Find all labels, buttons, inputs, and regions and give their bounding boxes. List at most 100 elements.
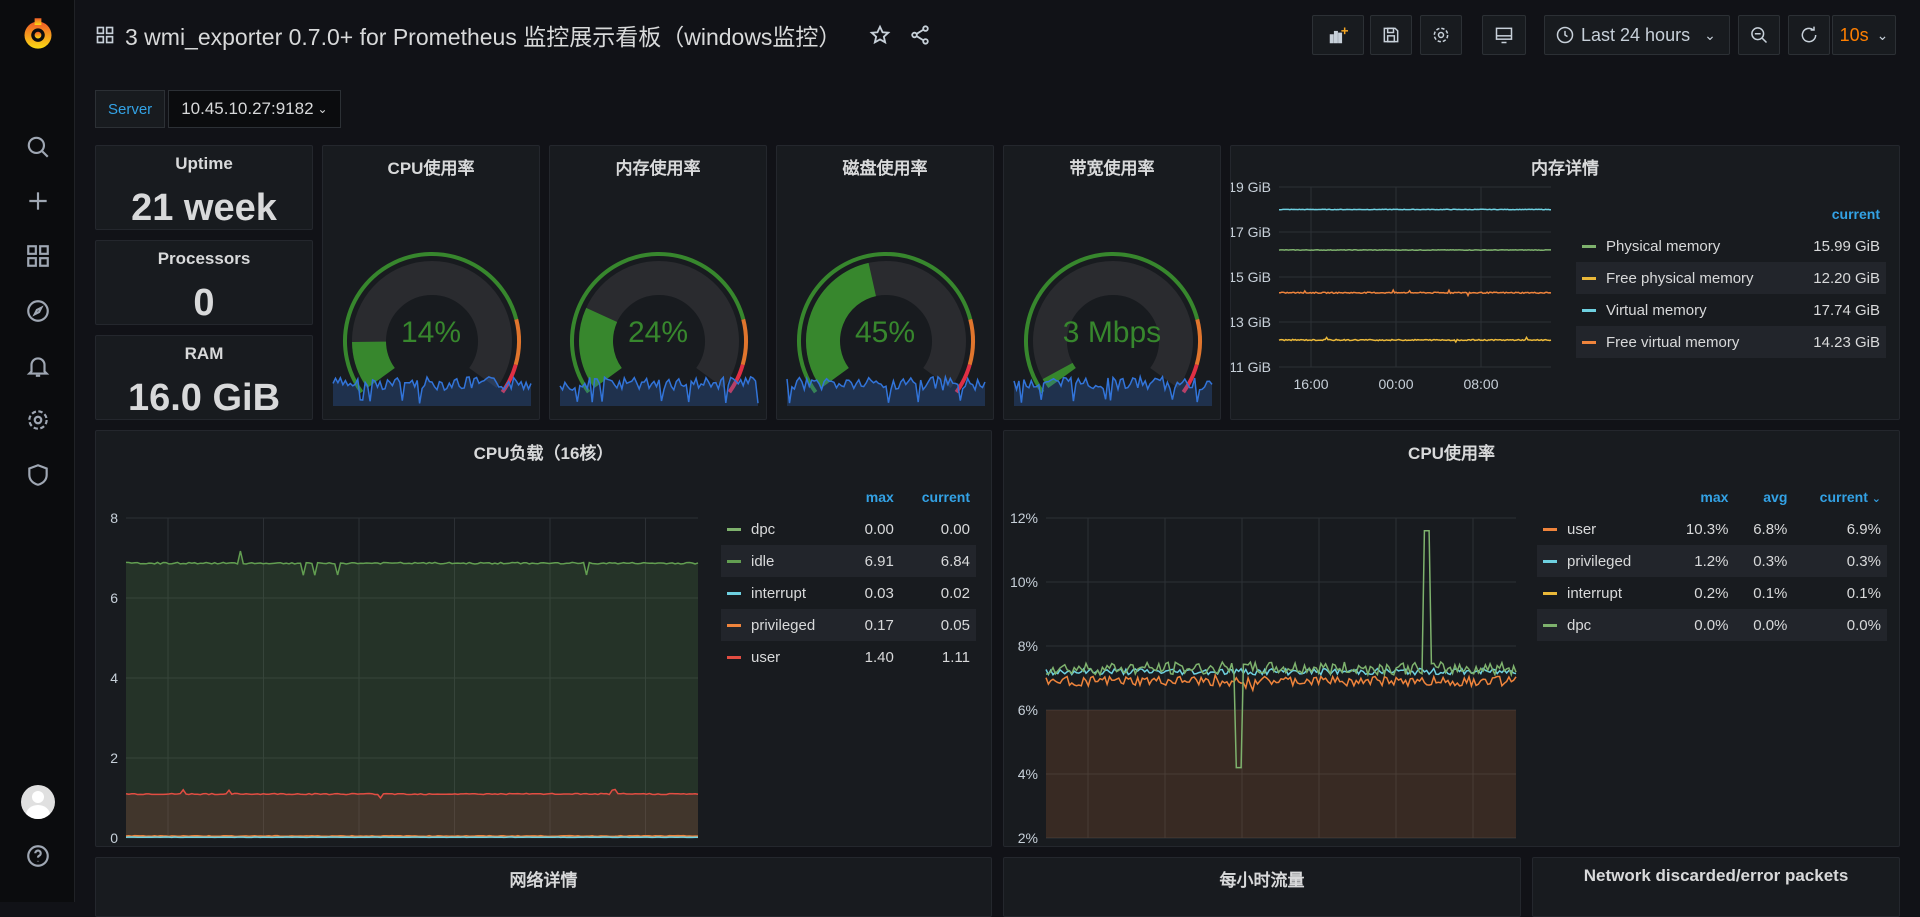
disk-usage-gauge-panel[interactable]: 磁盘使用率 45% [776, 145, 994, 420]
cpu-usage-panel[interactable]: CPU使用率 12%10%8%6%4%2%16:0020:0000:0004:0… [1003, 430, 1900, 847]
network-detail-panel[interactable]: 网络详情 [95, 857, 992, 917]
avatar[interactable] [18, 782, 58, 822]
series-swatch [1582, 341, 1596, 344]
dashboard-title[interactable]: 3 wmi_exporter 0.7.0+ for Prometheus 监控展… [125, 18, 841, 52]
y-tick-label: 6% [1018, 702, 1038, 718]
legend-col-current[interactable]: current ⌄ [1793, 481, 1887, 513]
legend-col-max[interactable]: max [1665, 481, 1735, 513]
y-tick-label: 19 GiB [1231, 179, 1271, 195]
gauge [777, 146, 994, 420]
alerting-bell-icon[interactable] [18, 346, 58, 386]
hourly-traffic-panel[interactable]: 每小时流量 [1003, 857, 1521, 917]
y-tick-label: 15 GiB [1231, 269, 1271, 285]
add-panel-button[interactable] [1312, 15, 1364, 55]
uptime-panel[interactable]: Uptime 21 week [95, 145, 313, 230]
help-icon[interactable] [18, 836, 58, 876]
gauge [550, 146, 767, 420]
time-range-label: Last 24 hours [1581, 25, 1690, 46]
cpu-usage-graph: 12%10%8%6%4%2%16:0020:0000:0004:0008:001… [1004, 456, 1524, 846]
grafana-logo-icon[interactable] [18, 14, 58, 54]
series-current: 6.84 [900, 545, 976, 577]
refresh-button[interactable] [1788, 15, 1830, 55]
legend-col-avg[interactable]: avg [1734, 481, 1793, 513]
settings-gear-icon[interactable] [18, 400, 58, 440]
dashboards-icon[interactable] [18, 236, 58, 276]
search-icon[interactable] [18, 127, 58, 167]
series-max: 0.17 [848, 609, 900, 641]
processors-panel[interactable]: Processors 0 [95, 240, 313, 325]
memory-usage-gauge-panel[interactable]: 内存使用率 24% [549, 145, 767, 420]
series-name: user [1567, 521, 1596, 538]
star-icon[interactable] [869, 24, 891, 46]
ram-panel[interactable]: RAM 16.0 GiB [95, 335, 313, 420]
x-tick-label: 00:00 [1378, 376, 1413, 392]
series-avg: 0.0% [1734, 609, 1793, 641]
uptime-value: 21 week [96, 187, 312, 230]
explore-compass-icon[interactable] [18, 291, 58, 331]
series-name: interrupt [1567, 585, 1622, 602]
y-tick-label: 12% [1010, 510, 1038, 526]
gauge [1004, 146, 1221, 420]
legend-col-max[interactable]: max [848, 481, 900, 513]
save-dashboard-button[interactable] [1370, 15, 1412, 55]
series-swatch [727, 624, 741, 627]
bandwidth-usage-gauge-panel[interactable]: 带宽使用率 3 Mbps [1003, 145, 1221, 420]
plus-icon[interactable] [18, 181, 58, 221]
cpu-load-panel[interactable]: CPU负载（16核） 8642016:0020:0000:0004:0008:0… [95, 430, 992, 847]
dashboard-settings-button[interactable] [1420, 15, 1462, 55]
series-swatch [1543, 528, 1557, 531]
series-swatch [1543, 624, 1557, 627]
panel-title: Network discarded/error packets [1533, 866, 1899, 886]
chevron-down-icon: ⌄ [1704, 27, 1716, 44]
share-icon[interactable] [909, 24, 931, 46]
cpu-usage-gauge-panel[interactable]: CPU使用率 14% [322, 145, 540, 420]
series-current: 0.00 [900, 513, 976, 545]
legend-col-current[interactable]: current [1793, 198, 1886, 230]
time-range-picker[interactable]: Last 24 hours ⌄ [1544, 15, 1730, 55]
dashboard-grid-icon [95, 25, 115, 45]
refresh-interval-label: 10s [1840, 25, 1869, 46]
series-area [1046, 710, 1516, 838]
add-panel-icon [1328, 25, 1348, 45]
network-errors-panel[interactable]: Network discarded/error packets [1532, 857, 1900, 917]
sort-chevron-icon: ⌄ [1872, 493, 1881, 505]
zoom-out-button[interactable] [1738, 15, 1780, 55]
server-variable-select[interactable]: 10.45.10.27:9182 ⌄ [168, 90, 340, 128]
shield-icon[interactable] [18, 455, 58, 495]
legend-col-current[interactable]: current [900, 481, 976, 513]
sparkline-area [333, 377, 531, 406]
y-tick-label: 17 GiB [1231, 224, 1271, 240]
series-current: 15.99 GiB [1793, 230, 1886, 262]
refresh-interval-picker[interactable]: 10s ⌄ [1832, 15, 1896, 55]
series-line [126, 836, 698, 837]
series-name: idle [751, 553, 774, 570]
y-tick-label: 8 [110, 510, 118, 526]
series-avg: 0.1% [1734, 577, 1793, 609]
template-variables: Server 10.45.10.27:9182 ⌄ [95, 90, 341, 128]
refresh-icon [1799, 25, 1819, 45]
view-mode-button[interactable] [1482, 15, 1526, 55]
series-current: 1.11 [900, 641, 976, 673]
panel-title: Uptime [96, 154, 312, 174]
series-swatch [1582, 245, 1596, 248]
y-tick-label: 10% [1010, 574, 1038, 590]
chevron-down-icon: ⌄ [1877, 27, 1889, 44]
series-name: Free physical memory [1606, 270, 1754, 287]
